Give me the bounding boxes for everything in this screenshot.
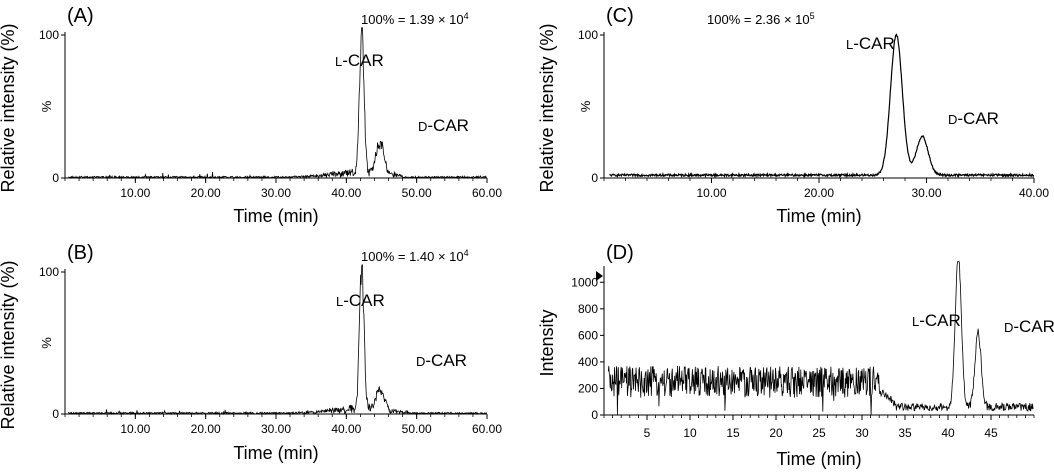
x-tick-label: 10.00 xyxy=(120,186,150,200)
peak-label: L-CAR xyxy=(336,291,385,310)
y-tick-label: 100 xyxy=(39,265,59,279)
x-tick-label: 40 xyxy=(941,426,955,440)
arrow-marker-icon xyxy=(596,271,603,281)
y-tick-label: 100 xyxy=(578,28,598,42)
chromatogram-trace xyxy=(68,264,487,416)
x-tick-label: 5 xyxy=(644,426,651,440)
y-mid-label: % xyxy=(39,337,54,349)
y-axis-label: Relative intensity (%) xyxy=(537,23,557,192)
scale-annotation: 100% = 2.36 × 105 xyxy=(707,11,815,27)
panel-label: (A) xyxy=(67,5,94,27)
x-tick-label: 50.00 xyxy=(402,186,432,200)
x-axis-label: Time (min) xyxy=(776,206,861,226)
y-axis-label: Intensity xyxy=(537,309,557,376)
chromatogram-trace xyxy=(609,33,1035,179)
panel-c: 10.00 20.00 30.00 40.00 0 100% Relative intens… xyxy=(537,5,1049,226)
peak-label: D-CAR xyxy=(416,351,467,370)
y-tick-label: 400 xyxy=(578,355,598,369)
y-tick-label: 600 xyxy=(578,328,598,342)
x-tick-label: 35 xyxy=(898,426,912,440)
x-axis-label: Time (min) xyxy=(233,206,318,226)
y-tick-label: 0 xyxy=(52,171,59,185)
x-tick-label: 30 xyxy=(855,426,869,440)
y-tick-label: 100 xyxy=(39,28,59,42)
x-tick-label: 25 xyxy=(812,426,826,440)
x-tick-label: 40.00 xyxy=(331,422,361,436)
x-tick-label: 30.00 xyxy=(261,422,291,436)
y-tick-label: 0 xyxy=(52,407,59,421)
x-tick-label: 30.00 xyxy=(911,186,941,200)
scale-annotation: 100% = 1.39 × 104 xyxy=(361,11,469,27)
x-tick-label: 60.00 xyxy=(472,186,502,200)
x-tick-label: 20.00 xyxy=(191,422,221,436)
y-tick-label: 800 xyxy=(578,302,598,316)
panel-label: (C) xyxy=(606,5,634,27)
y-tick-label: 200 xyxy=(578,381,598,395)
x-axis-label: Time (min) xyxy=(776,449,861,469)
peak-label: D-CAR xyxy=(948,109,999,128)
chromatogram-trace xyxy=(607,261,1034,415)
y-tick-label: 1000 xyxy=(571,275,598,289)
peak-label: L-CAR xyxy=(912,311,961,330)
peak-label: D-CAR xyxy=(1004,317,1054,336)
scale-annotation: 100% = 1.40 × 104 xyxy=(361,248,469,264)
x-tick-label: 45 xyxy=(984,426,998,440)
x-tick-label: 20 xyxy=(769,426,783,440)
y-mid-label: % xyxy=(39,100,54,112)
x-tick-label: 20.00 xyxy=(804,186,834,200)
x-tick-label: 40.00 xyxy=(331,186,361,200)
x-tick-label: 50.00 xyxy=(402,422,432,436)
panel-b: 10.00 20.00 30.00 40.00 50.00 60.00 0 100% Relat… xyxy=(0,242,502,463)
y-tick-label: 0 xyxy=(591,408,598,422)
x-tick-label: 60.00 xyxy=(472,422,502,436)
y-tick-label: 0 xyxy=(591,171,598,185)
x-tick-label: 30.00 xyxy=(261,186,291,200)
panel-d: 5 10 15 20 25 30 35 40 45 0 200 400 600 800 1000 Intens… xyxy=(537,242,1054,469)
x-tick-label: 10.00 xyxy=(696,186,726,200)
peak-label: D-CAR xyxy=(418,116,469,135)
peak-label: L-CAR xyxy=(335,51,384,70)
panel-a: 10.00 20.00 30.00 40.00 50.00 60.00 0 100% Relat… xyxy=(0,5,502,226)
x-tick-label: 10 xyxy=(683,426,697,440)
panel-label: (B) xyxy=(67,242,94,264)
x-tick-label: 20.00 xyxy=(191,186,221,200)
y-axis-label: Relative intensity (%) xyxy=(0,23,18,192)
x-tick-label: 40.00 xyxy=(1019,186,1049,200)
x-axis-label: Time (min) xyxy=(233,443,318,463)
peak-label: L-CAR xyxy=(846,34,895,53)
x-tick-label: 15 xyxy=(726,426,740,440)
chromatogram-trace xyxy=(68,27,487,180)
y-mid-label: % xyxy=(578,100,593,112)
panel-label: (D) xyxy=(606,242,634,264)
y-axis-label: Relative intensity (%) xyxy=(0,260,18,429)
x-tick-label: 10.00 xyxy=(120,422,150,436)
